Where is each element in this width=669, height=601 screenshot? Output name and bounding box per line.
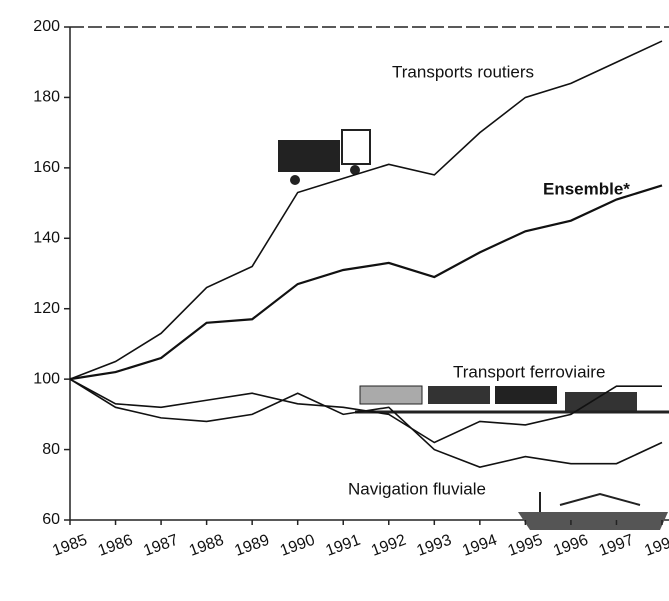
series-line [69, 40, 663, 380]
x-tick-label: 1986 [96, 532, 135, 560]
x-tick-label: 1990 [278, 532, 317, 560]
ship-icon [518, 492, 668, 530]
series-line [69, 378, 663, 469]
y-tick-label: 140 [33, 230, 60, 247]
series-label: Navigation fluviale [348, 479, 486, 498]
x-tick-label: 1997 [597, 532, 636, 560]
x-tick-label: 1996 [551, 532, 590, 560]
x-tick-label: 1998 [642, 532, 669, 560]
train-icon [355, 385, 669, 414]
x-tick-label: 1988 [187, 532, 226, 560]
x-tick-label: 1991 [324, 532, 363, 560]
series-label: Transports routiers [392, 62, 534, 81]
y-tick-label: 200 [33, 18, 60, 35]
y-tick-label: 180 [33, 89, 60, 106]
x-tick-label: 1992 [369, 532, 408, 560]
y-tick-label: 100 [33, 370, 60, 387]
y-tick-label: 120 [33, 300, 60, 317]
x-tick-label: 1994 [460, 532, 499, 560]
series-label: Transport ferroviaire [453, 362, 605, 381]
x-tick-label: 1995 [506, 532, 545, 560]
truck-icon [278, 129, 371, 185]
y-tick-label: 80 [42, 441, 60, 458]
y-tick-label: 60 [42, 511, 60, 528]
x-tick-label: 1993 [415, 532, 454, 560]
series-label: Ensemble* [543, 179, 630, 198]
series-line [69, 184, 663, 381]
x-tick-label: 1985 [50, 532, 89, 560]
x-tick-label: 1989 [232, 532, 271, 560]
x-tick-label: 1987 [141, 532, 180, 560]
y-tick-label: 160 [33, 159, 60, 176]
